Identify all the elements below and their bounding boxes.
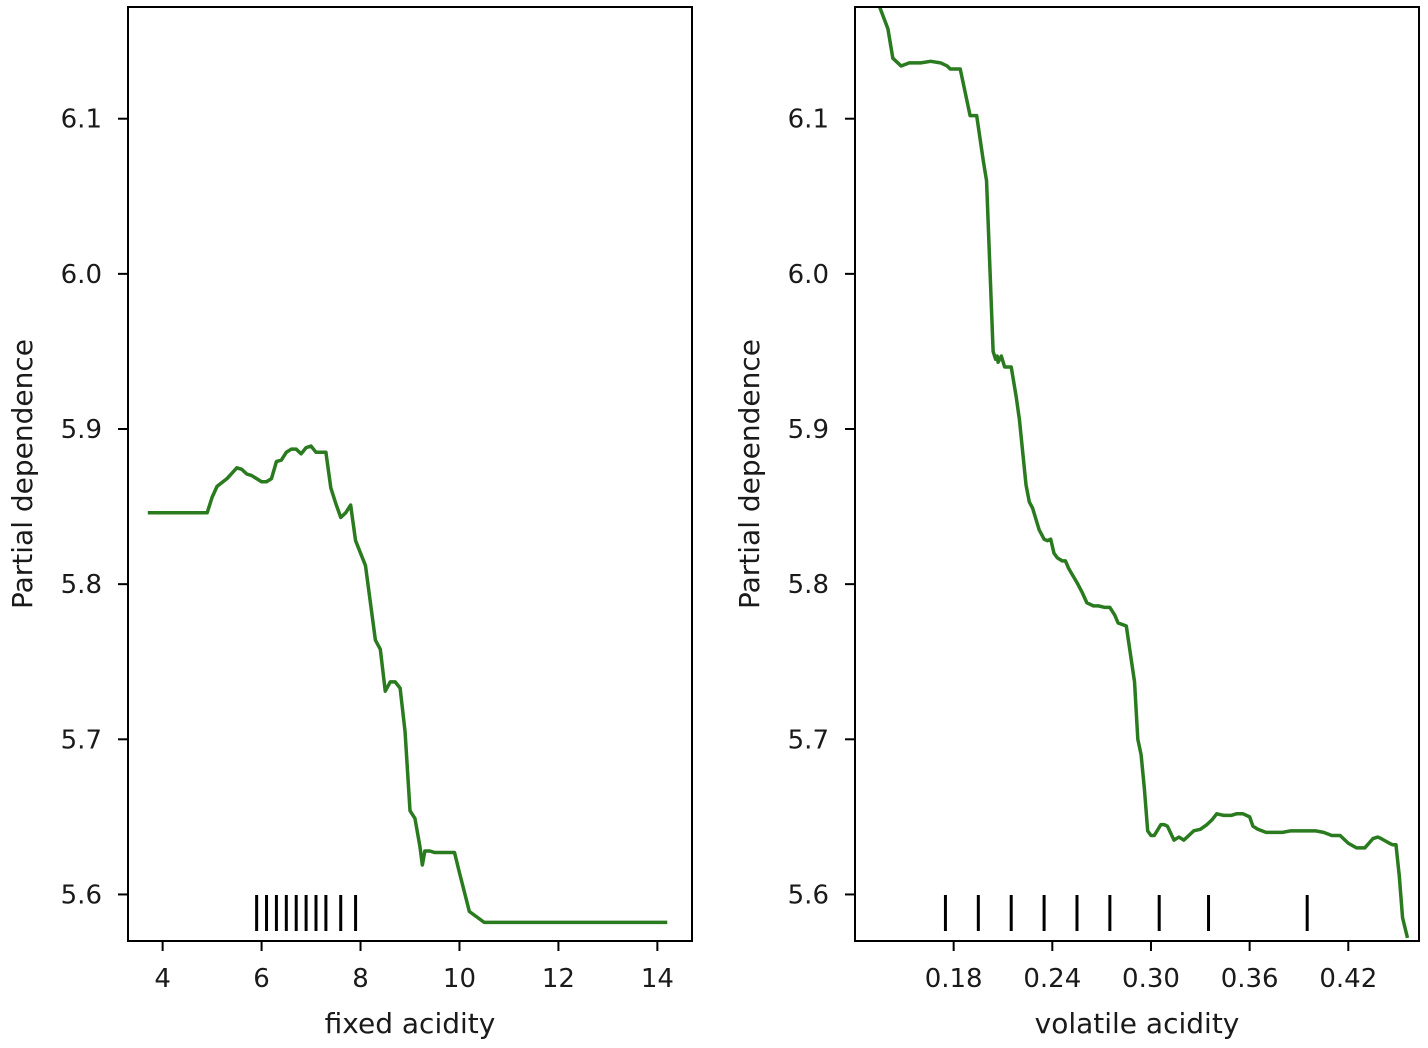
axes-frame-right [854, 6, 1420, 942]
x-tick-label-left-1: 6 [253, 964, 270, 994]
x-tick-label-left-0: 4 [154, 964, 171, 994]
y-tick-label-right-0: 5.6 [788, 880, 829, 910]
y-axis-label-left: Partial dependence [6, 339, 39, 609]
y-tick-label-right-2: 5.8 [788, 570, 829, 600]
axes-frame-left [127, 6, 693, 942]
x-tick-label-left-3: 10 [443, 964, 476, 994]
y-tick-label-right-5: 6.1 [788, 105, 829, 135]
y-tick-label-left-4: 6.0 [61, 260, 102, 290]
x-tick-label-left-5: 14 [641, 964, 674, 994]
y-tick-label-left-5: 6.1 [61, 105, 102, 135]
x-tick-label-left-4: 12 [542, 964, 575, 994]
plot-panel-right: 0.18 0.24 0.30 0.36 0.42 5.6 5.7 5.8 5.9 6.0 6.1 vo… [733, 6, 1420, 1040]
x-tick-label-right-1: 0.24 [1023, 964, 1081, 994]
x-axis-label-left: fixed acidity [325, 1007, 496, 1040]
y-tick-label-right-3: 5.9 [788, 415, 829, 445]
x-tick-label-left-2: 8 [352, 964, 369, 994]
y-tick-label-right-1: 5.7 [788, 725, 829, 755]
series-line-left-0 [147, 444, 668, 925]
x-tick-label-right-2: 0.30 [1122, 964, 1180, 994]
x-tick-label-right-4: 0.42 [1319, 964, 1377, 994]
series-line-right-0 [878, 7, 1410, 939]
y-tick-label-left-0: 5.6 [61, 880, 102, 910]
y-tick-label-left-1: 5.7 [61, 725, 102, 755]
y-axis-label-right: Partial dependence [733, 339, 766, 609]
plot-panel-left: 4 6 8 10 12 14 5.6 5.7 5.8 5.9 6.0 6.1 fixed acidity… [6, 6, 693, 1040]
y-tick-label-left-2: 5.8 [61, 570, 102, 600]
x-axis-label-right: volatile acidity [1035, 1007, 1240, 1040]
y-tick-label-left-3: 5.9 [61, 415, 102, 445]
y-tick-label-right-4: 6.0 [788, 260, 829, 290]
x-tick-label-right-0: 0.18 [925, 964, 983, 994]
x-tick-label-right-3: 0.36 [1221, 964, 1279, 994]
